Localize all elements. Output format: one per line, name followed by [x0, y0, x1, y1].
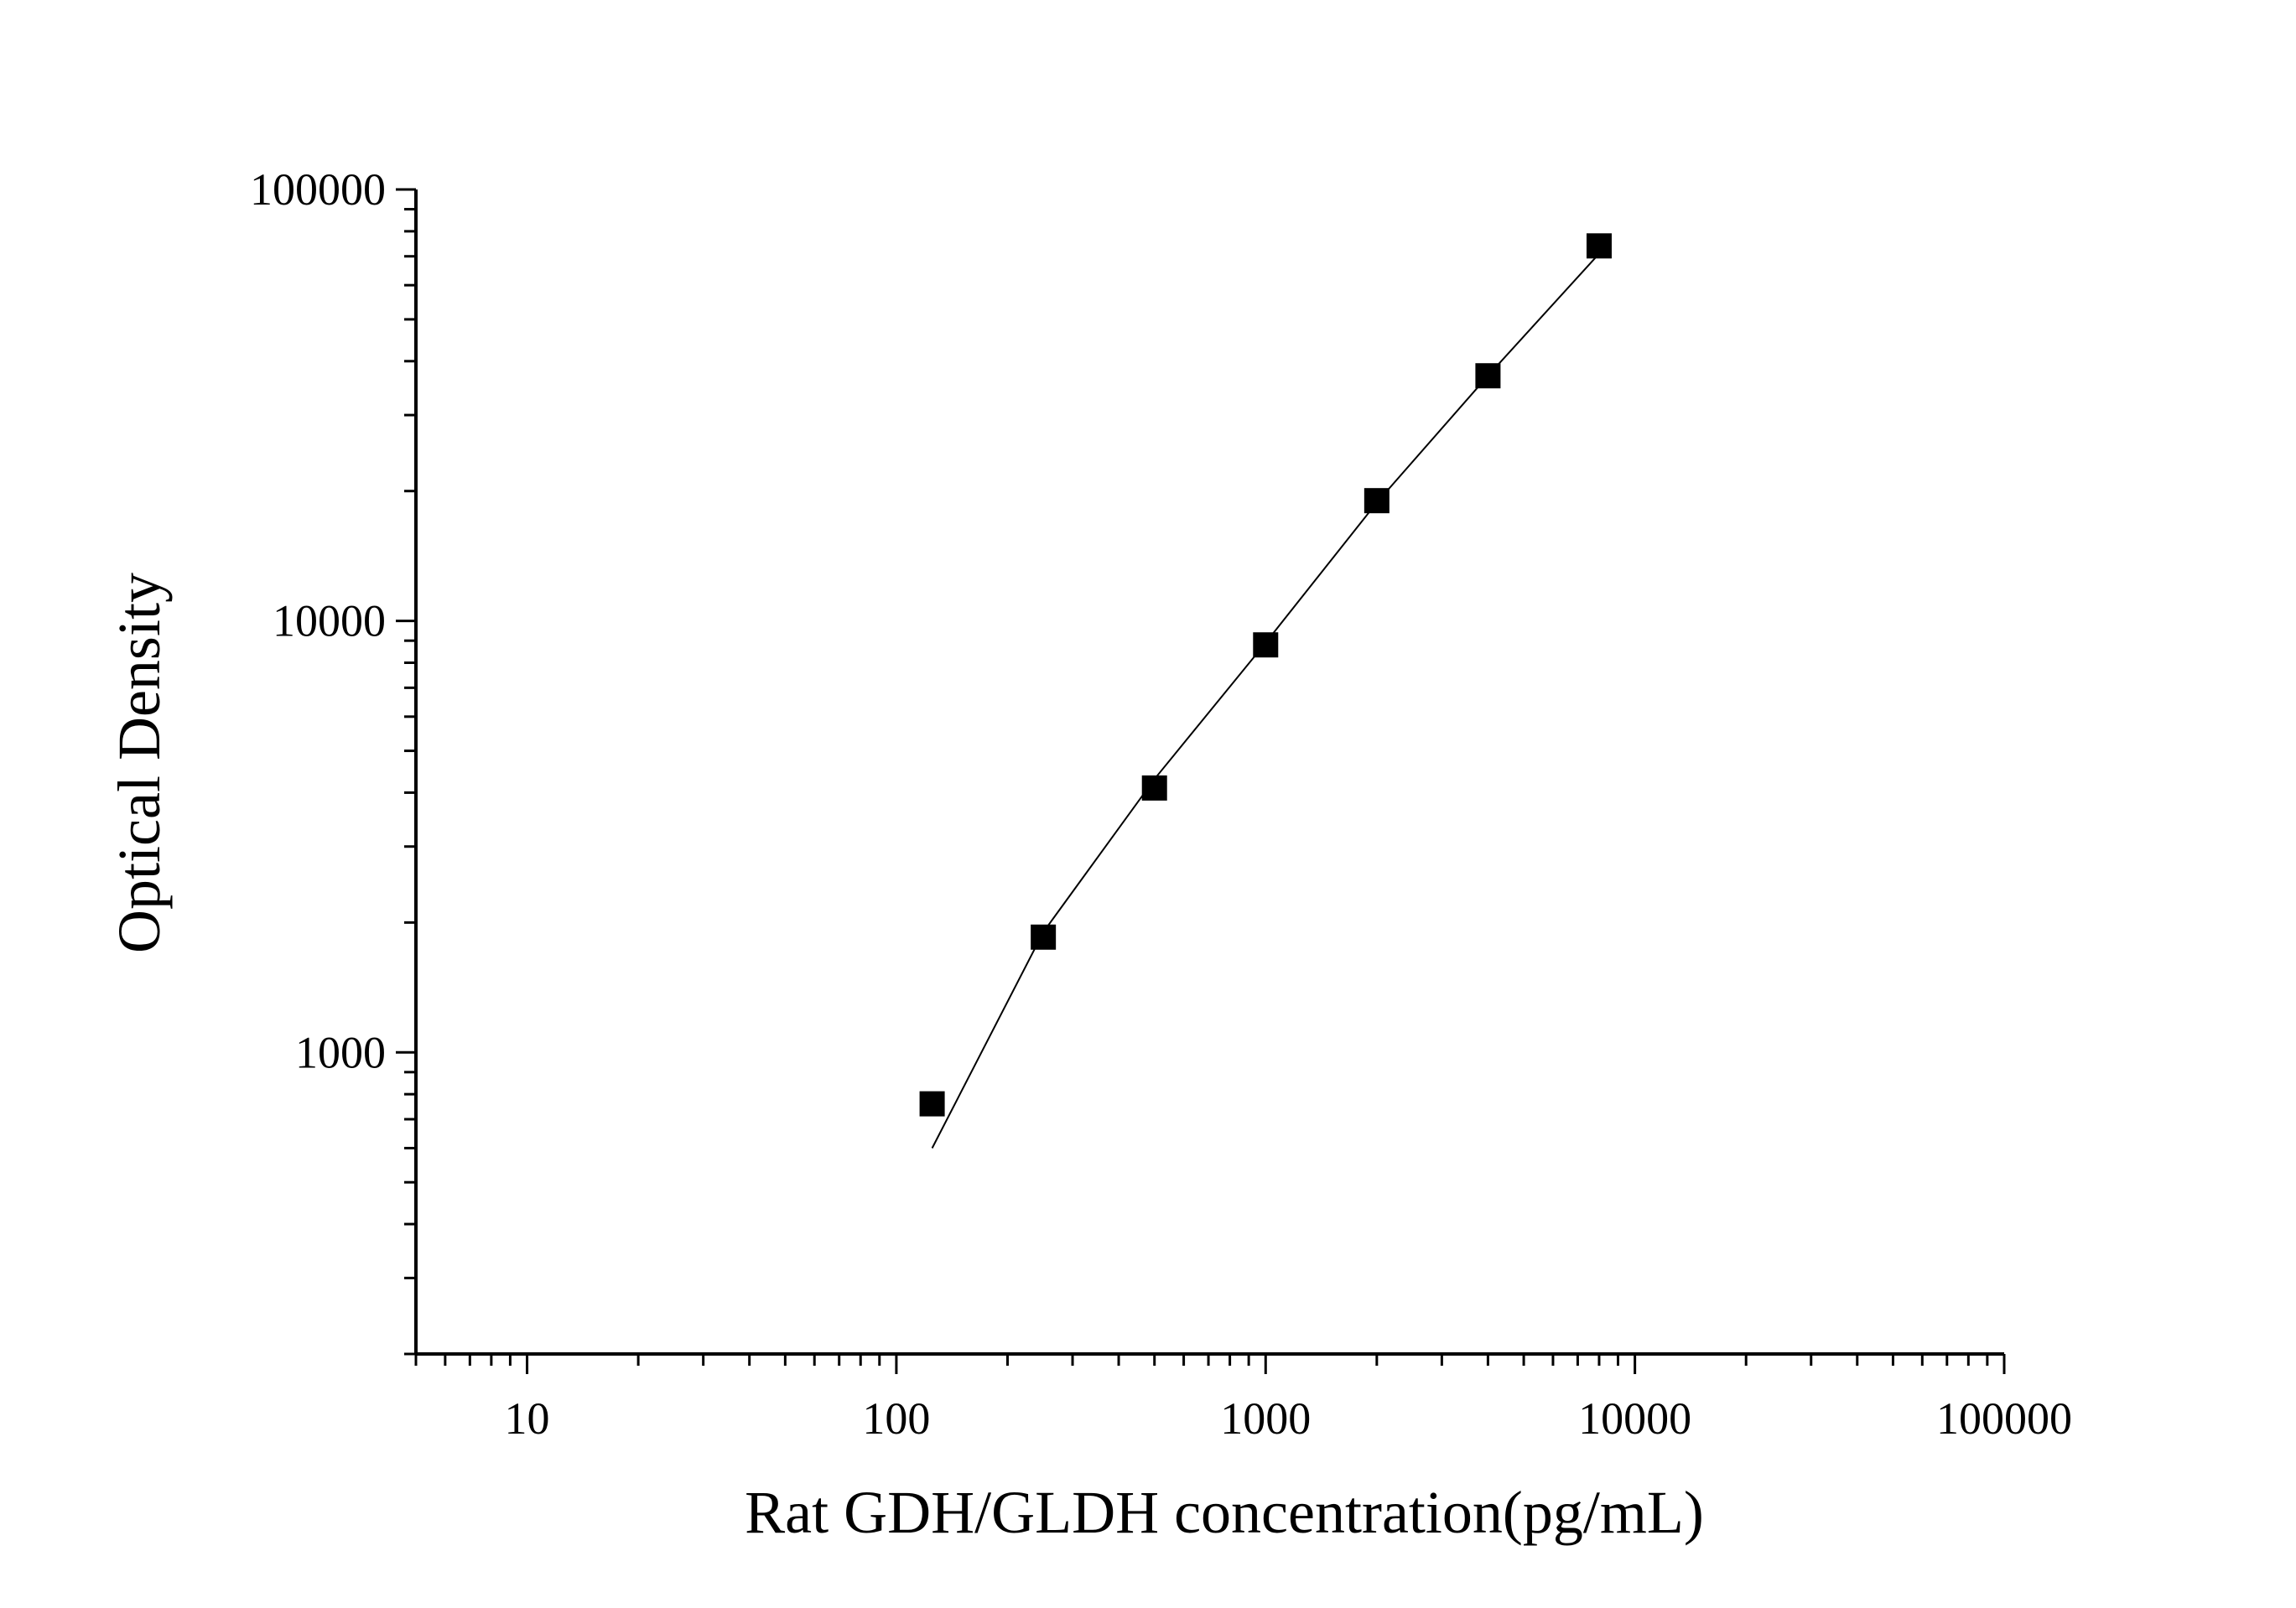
data-point-marker [1475, 363, 1501, 389]
y-tick-label: 1000 [295, 1027, 386, 1077]
data-points-group [919, 233, 1612, 1117]
axes: 10 100 1000 10000 100000 1000 10000 100000 [250, 164, 2072, 1444]
data-point-marker [1253, 632, 1279, 658]
x-tick-label: 1000 [1220, 1393, 1311, 1444]
data-point-marker [1031, 924, 1057, 950]
x-tick-label: 10 [505, 1393, 550, 1444]
x-tick-label: 100000 [1936, 1393, 2072, 1444]
data-point-marker [1586, 233, 1612, 259]
x-axis-title: Rat GDH/GLDH concentration(pg/mL) [745, 1479, 1704, 1546]
data-point-marker [1141, 775, 1167, 801]
y-tick-label: 100000 [250, 164, 386, 215]
y-tick-label: 10000 [273, 596, 386, 646]
y-axis-title: Optical Density [106, 573, 173, 953]
data-point-marker [919, 1091, 945, 1117]
data-point-marker [1364, 488, 1390, 514]
x-tick-label: 10000 [1578, 1393, 1691, 1444]
x-tick-label: 100 [862, 1393, 930, 1444]
